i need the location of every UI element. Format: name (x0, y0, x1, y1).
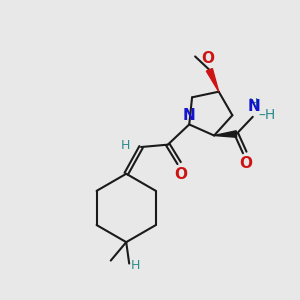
Text: N: N (247, 99, 260, 114)
Text: H: H (131, 259, 140, 272)
Text: H: H (121, 139, 130, 152)
Text: –H: –H (259, 108, 276, 122)
Text: O: O (239, 156, 252, 171)
Polygon shape (206, 68, 219, 92)
Text: O: O (201, 51, 214, 66)
Text: O: O (174, 167, 187, 182)
Text: N: N (182, 108, 195, 123)
Polygon shape (214, 131, 237, 137)
Text: H: H (249, 97, 258, 110)
